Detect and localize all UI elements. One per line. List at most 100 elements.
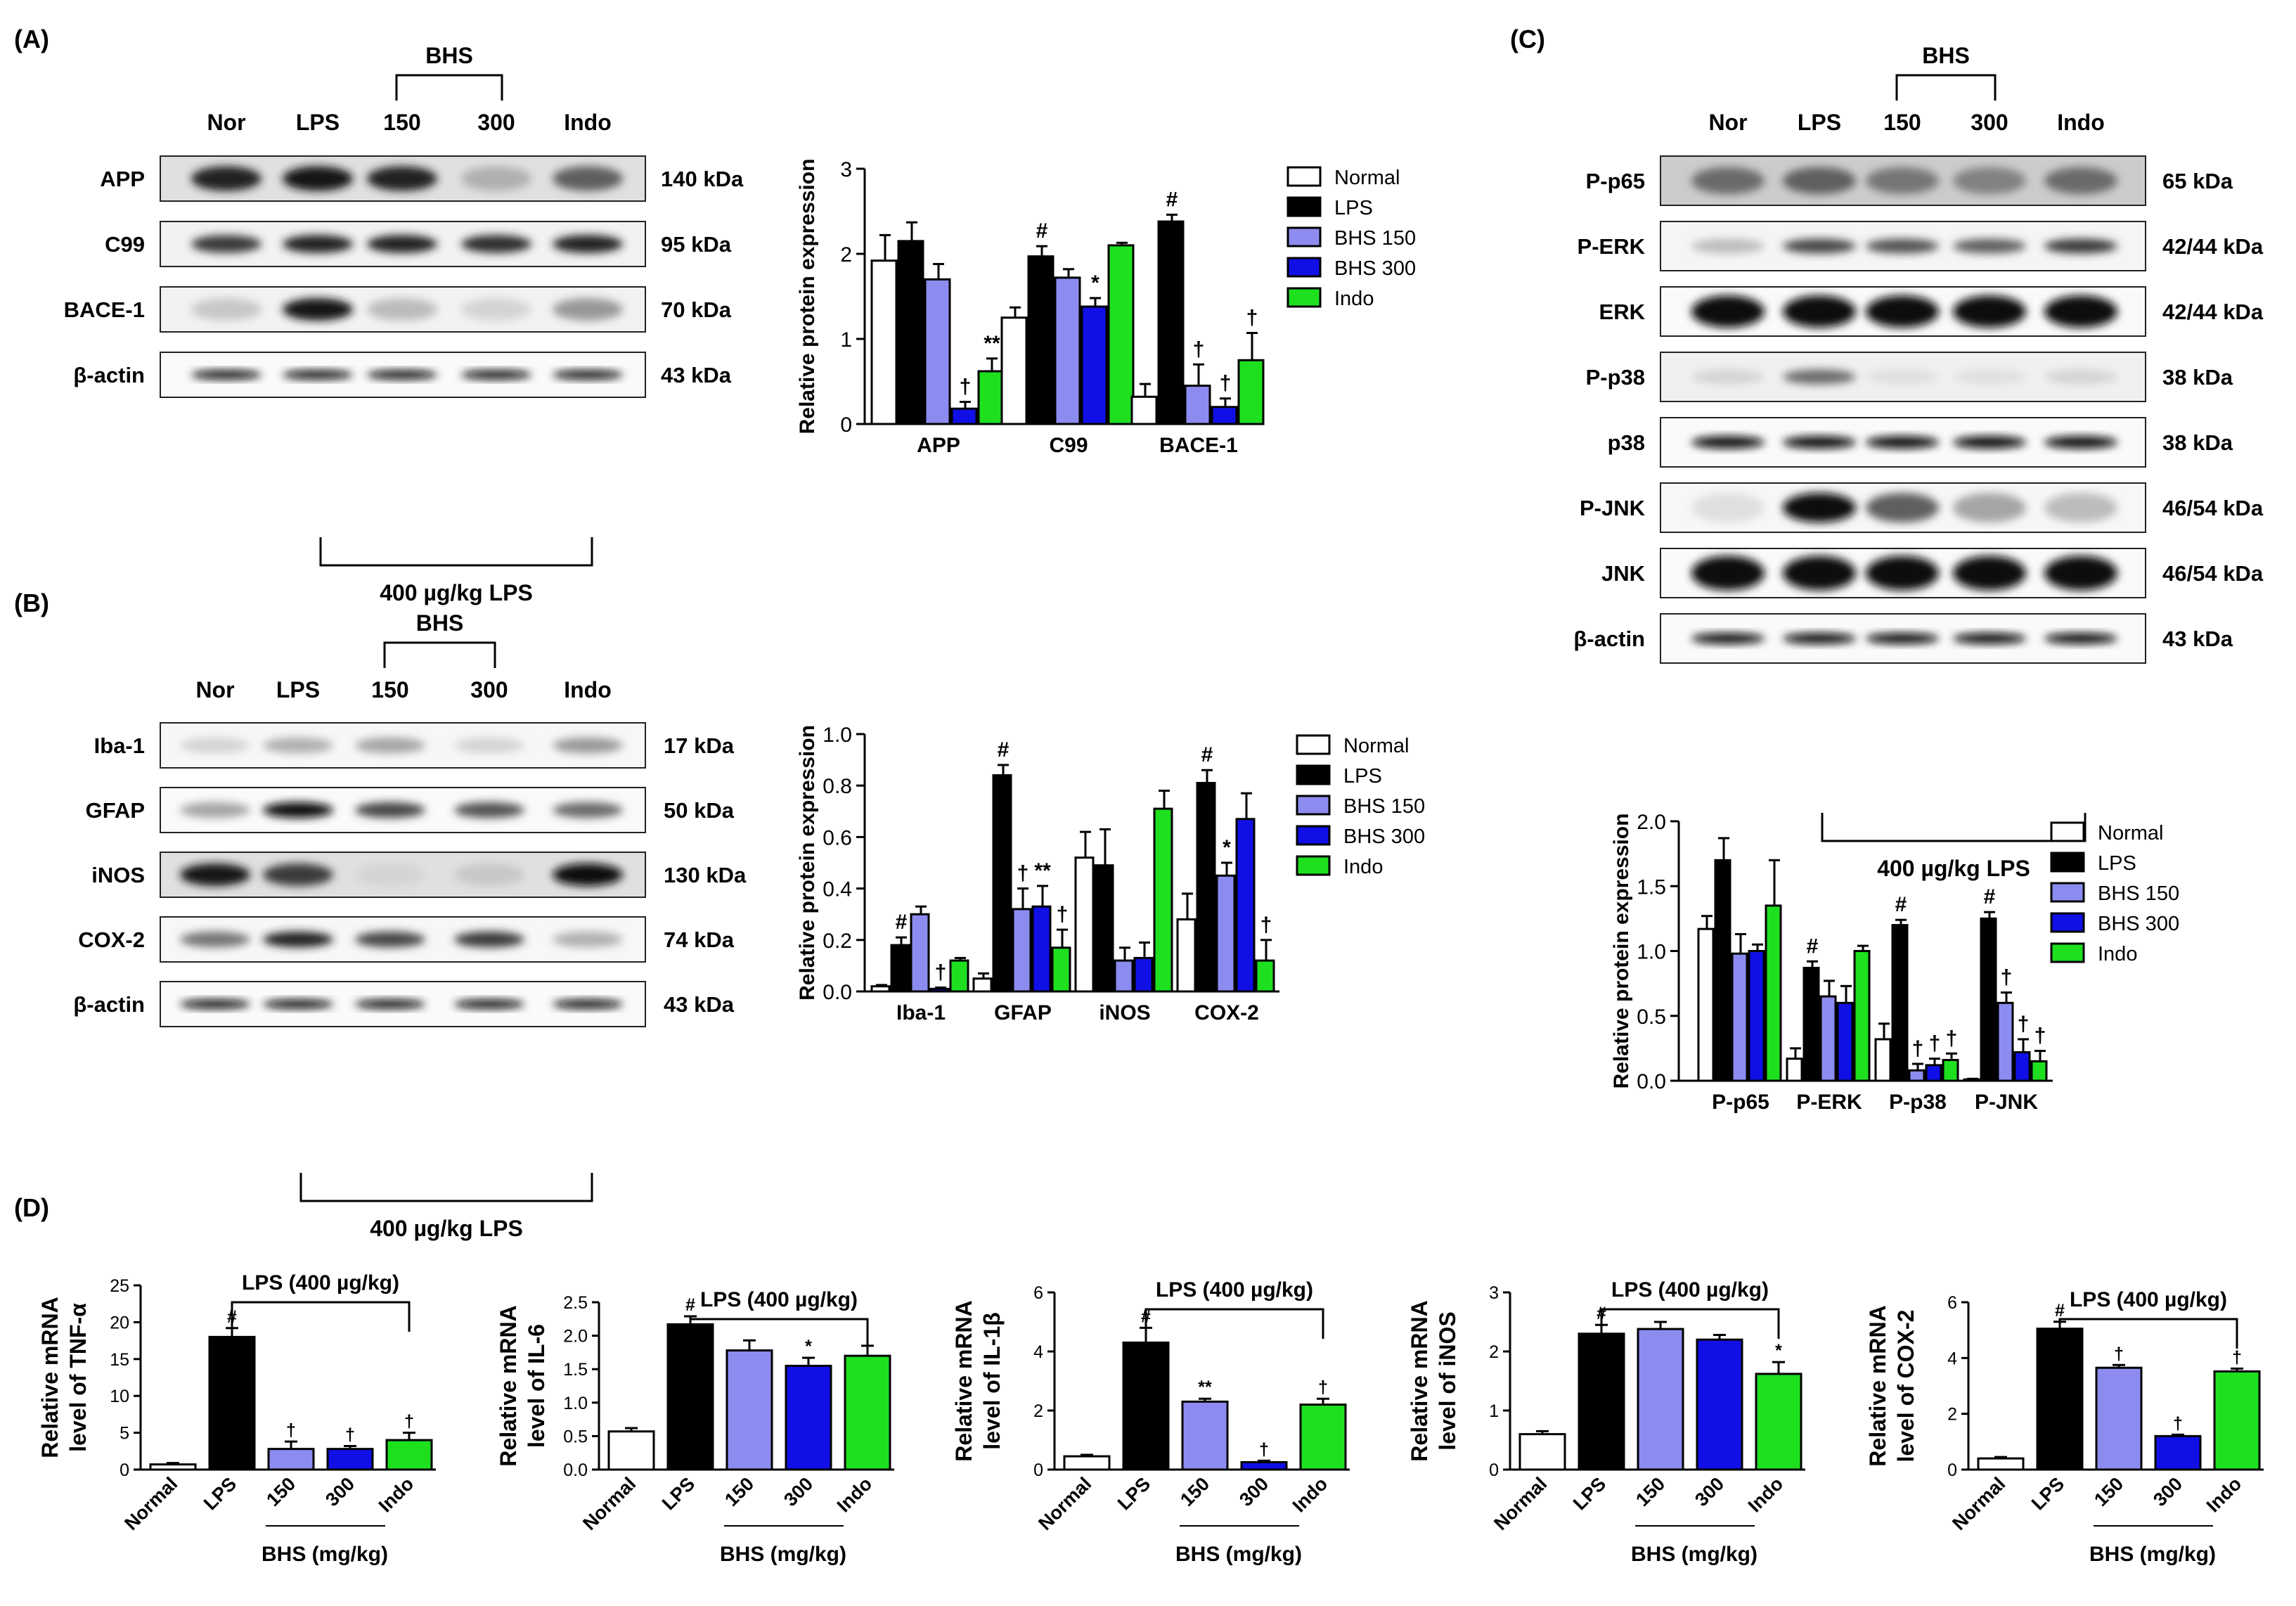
legend-swatch [2050,882,2085,903]
legend-swatch [2050,821,2085,842]
kda-label: 130 kDa [664,863,747,887]
bhs-label: BHS [416,610,464,636]
bar [1977,1457,2025,1471]
panel-b-label: (B) [14,589,49,617]
bar [949,959,969,993]
blot-band [1953,436,2026,449]
x-tick-label: Normal [1034,1473,1095,1534]
y-axis-label-line1: Relative mRNA [951,1300,976,1461]
significance-mark: † [1220,372,1232,395]
blot-band [1783,436,1856,449]
legend-label: BHS 150 [1334,227,1416,250]
significance-mark: † [1260,913,1272,937]
bar [1697,927,1715,1082]
bar [208,1335,256,1471]
bar [1107,244,1135,425]
blot-band [1783,369,1856,385]
kda-label: 50 kDa [664,798,735,823]
y-tick-label: 4 [1947,1349,1957,1368]
kda-label: 42/44 kDa [2162,234,2264,259]
x-tick-label: 150 [262,1473,299,1510]
significance-mark: # [998,738,1010,762]
panel-a-label: (A) [14,25,49,53]
legend-swatch [1286,226,1322,248]
bar [844,1354,891,1471]
bar [2013,1051,2031,1082]
bar [1027,255,1055,425]
y-tick-label: 3 [1489,1283,1499,1303]
protein-label: β-actin [73,363,145,387]
blot-band [454,737,524,754]
x-tick-label: Indo [1289,1473,1332,1517]
y-tick-label: 1.0 [563,1394,588,1413]
y-tick-label: 4 [1033,1342,1043,1362]
lps-bracket-label: LPS (400 µg/kg) [1156,1278,1313,1302]
protein-label: P-ERK [1578,234,1646,259]
blot-band [367,370,437,380]
bar [1074,856,1095,993]
protein-label: p38 [1608,430,1645,455]
blot-band [553,370,623,380]
protein-label: P-JNK [1580,496,1646,520]
x-axis-label: BHS (mg/kg) [2089,1543,2216,1566]
x-tick-label: APP [917,434,960,457]
y-axis-label: Relative protein expression [1610,814,1633,1089]
blot-band [1866,238,1939,254]
y-axis-label: Relative protein expression [796,159,819,435]
blot-band [1866,295,1939,328]
blot-band [1953,167,2026,195]
lps-bracket [1821,813,2087,842]
bar-chart-a: 0 1 2 3 Relative protein expression APP C99 BAC… [796,158,1416,457]
y-tick-label: 15 [110,1350,129,1370]
blot-band [1691,493,1765,522]
bar [1130,395,1158,425]
lane-label: 150 [383,110,420,135]
blot-band [283,298,353,321]
x-axis-label: BHS (mg/kg) [1631,1543,1758,1566]
significance-mark: ** [1198,1377,1212,1397]
legend-swatch [2050,852,2085,873]
kda-label: 43 kDa [2162,627,2233,651]
protein-label: β-actin [73,992,145,1017]
y-tick-label: 0 [1489,1460,1499,1480]
kda-label: 46/54 kDa [2162,561,2264,586]
bar [1181,1400,1229,1471]
significance-mark: # [896,911,908,934]
bhs-bracket [383,641,496,668]
legend-swatch [1286,196,1322,217]
kda-label: 74 kDa [664,927,735,952]
blot-band [1691,436,1765,449]
kda-label: 17 kDa [664,733,735,758]
blot-band [2044,295,2117,328]
lps-bracket [689,1318,869,1349]
blot-band [367,166,437,191]
significance-mark: # [1201,743,1213,766]
y-axis-label: Relative protein expression [796,725,819,1001]
bar [1255,959,1275,993]
bar [385,1439,433,1471]
legend-label: Normal [2098,822,2163,844]
significance-mark: # [1984,885,1996,908]
bar [2036,1328,2084,1471]
blot-band [355,931,425,948]
bar [1051,946,1071,993]
significance-mark: † [1912,1037,1924,1060]
y-axis-label-line2: level of TNF-α [65,1303,91,1452]
bar [1240,1461,1288,1471]
y-tick-label: 0 [120,1460,129,1480]
x-tick-label: 300 [321,1473,359,1510]
x-axis-label: BHS (mg/kg) [262,1543,388,1566]
blot-band [553,863,623,886]
kda-label: 140 kDa [661,167,744,191]
lps-bracket [2058,1318,2238,1349]
x-tick-label: BACE-1 [1159,434,1238,457]
x-tick-label: LPS [1569,1473,1610,1514]
bar [1518,1433,1566,1471]
western-blot-b: Nor LPS 150 300 Indo BHS Iba-1 17 kDa GFAP 50 kDa… [73,610,747,1241]
kda-label: 95 kDa [661,232,732,257]
lps-bracket-label: LPS (400 µg/kg) [1611,1278,1769,1302]
bar [1925,1064,1942,1082]
x-tick-label: C99 [1049,434,1088,457]
blot-band [1691,633,1765,644]
legend-label: BHS 300 [1334,257,1416,280]
